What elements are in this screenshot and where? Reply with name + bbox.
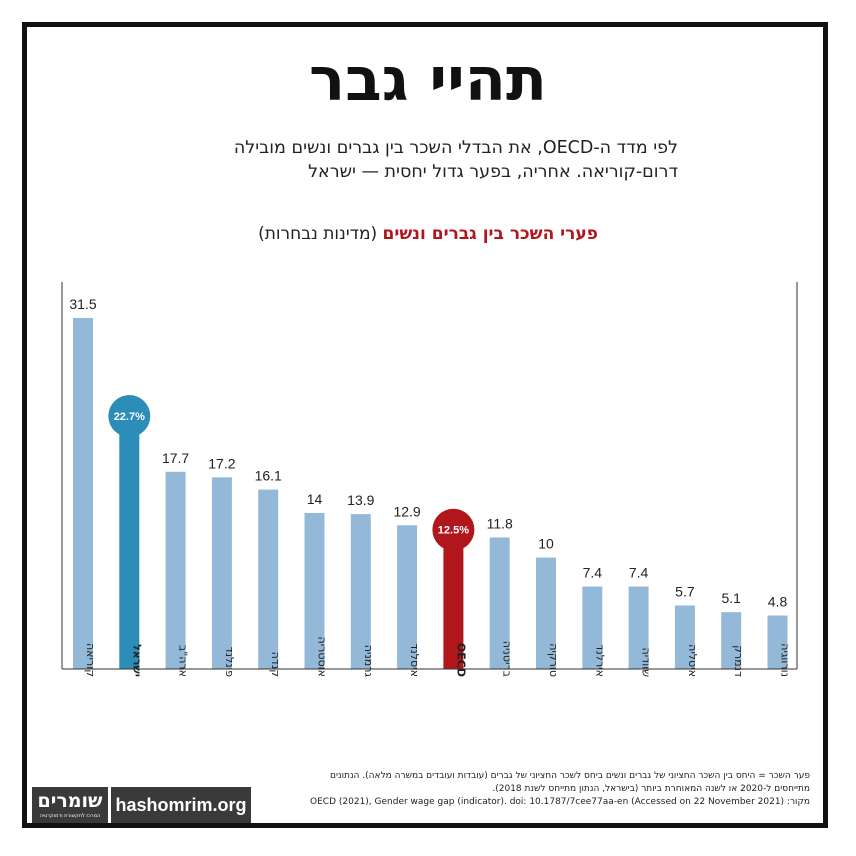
- data-label: 22.7%: [114, 411, 145, 423]
- footnotes: פער השכר = היחס בין השכר החציוני של גברי…: [290, 770, 810, 809]
- subtitle: לפי מדד ה-OECD, את הבדלי השכר בין גברים …: [158, 136, 678, 184]
- chart-title-rest: (מדינות נבחרות): [258, 224, 378, 244]
- bar: [258, 489, 279, 669]
- chart-title-highlight: פערי השכר בין גברים ונשים: [382, 224, 598, 244]
- tick-label: טורקיה: [547, 643, 560, 677]
- data-label: 12.5%: [438, 525, 469, 537]
- subtitle-line-2: דרום-קוריאה. אחריה, בפער גדול יחסית — יש…: [308, 162, 678, 182]
- shomrim-logo: שומרים המרכז לתקשורת ודמוקרטיה: [32, 787, 108, 823]
- bar: [489, 537, 510, 669]
- tick-label: איסלנד: [408, 643, 421, 677]
- bar: [211, 477, 232, 669]
- tick-label: בריטניה: [501, 641, 514, 677]
- bar: [443, 529, 464, 669]
- tick-label: ישראל: [130, 644, 143, 677]
- bar: [582, 586, 603, 669]
- tick-label: קוריאה: [84, 643, 97, 677]
- data-label: 16.1: [255, 468, 282, 484]
- data-label: 7.4: [629, 565, 649, 581]
- bar: [165, 471, 186, 669]
- bar: [674, 605, 695, 669]
- tick-label: גרמניה: [362, 645, 375, 678]
- tick-label: OECD: [454, 643, 467, 677]
- footnote-line-2: מתייחסים ל-2020 או לשנה המאוחרת ביותר (ב…: [492, 784, 810, 794]
- footnote-source: מקור: OECD (2021), Gender wage gap (indi…: [310, 797, 810, 807]
- bar: [350, 514, 371, 669]
- bar: [119, 416, 140, 669]
- data-label: 5.1: [721, 590, 741, 606]
- page-title: תהיי גבר: [309, 45, 547, 115]
- website-link[interactable]: hashomrim.org: [111, 787, 251, 823]
- data-label: 31.5: [69, 296, 96, 312]
- bar: [304, 513, 325, 669]
- logo-name: שומרים: [37, 790, 103, 812]
- bar: [536, 557, 556, 669]
- data-label: 17.7: [162, 450, 189, 466]
- footnote-line-1: פער השכר = היחס בין השכר החציוני של גברי…: [330, 771, 810, 781]
- tick-label: פינלנד: [223, 647, 236, 678]
- tick-label: איטליה: [686, 644, 699, 677]
- tick-label: שוודיה: [640, 648, 653, 678]
- bar: [721, 612, 742, 669]
- data-label: 14: [307, 491, 323, 507]
- value-bubble: [432, 508, 475, 551]
- data-label: 17.2: [208, 455, 235, 471]
- subtitle-line-1: לפי מדד ה-OECD, את הבדלי השכר בין גברים …: [233, 138, 678, 158]
- bar: [397, 525, 418, 669]
- tick-label: נורווגיה: [779, 643, 792, 677]
- tick-label: קנדה: [269, 652, 282, 677]
- bar: [767, 615, 788, 669]
- tick-label: ארה"ב: [177, 645, 190, 677]
- bar: [628, 586, 649, 669]
- tick-label: אוסטריה: [316, 637, 329, 677]
- value-bubble: [108, 395, 151, 438]
- infographic-frame: [22, 22, 828, 828]
- data-label: 11.8: [487, 516, 513, 532]
- data-label: 7.4: [583, 565, 603, 581]
- bar: [73, 318, 93, 669]
- tick-label: דנמרק: [732, 645, 745, 677]
- data-label: 13.9: [347, 492, 374, 508]
- tick-label: אירלנד: [593, 644, 606, 677]
- logo-tagline: המרכז לתקשורת ודמוקרטיה: [39, 813, 101, 819]
- data-label: 10: [538, 536, 554, 552]
- data-label: 5.7: [675, 583, 695, 599]
- data-label: 4.8: [768, 594, 788, 610]
- chart-title: פערי השכר בין גברים ונשים (מדינות נבחרות…: [0, 224, 856, 244]
- data-label: 12.9: [393, 503, 420, 519]
